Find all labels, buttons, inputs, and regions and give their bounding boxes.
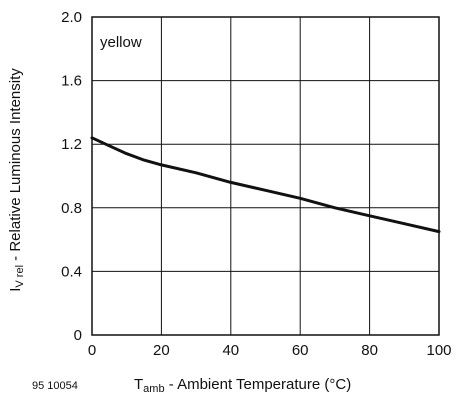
x-tick-label: 20 (153, 342, 170, 359)
y-tick-label: 1.6 (61, 73, 82, 90)
plot-frame (91, 16, 440, 336)
y-tick-label: 2.0 (61, 9, 82, 26)
x-tick-label: 0 (88, 342, 96, 359)
series-line (90, 136, 441, 234)
y-tick-label: 0.8 (61, 200, 82, 217)
x-tick-label: 40 (222, 342, 239, 359)
series-annotation: yellow (100, 34, 142, 51)
y-axis-subscript: V rel (14, 265, 26, 288)
figure-id: 95 10054 (32, 380, 78, 392)
x-tick-label: 80 (361, 342, 378, 359)
y-tick-label: 0 (74, 327, 82, 344)
x-axis-label: Tamb - Ambient Temperature (°C) (134, 376, 351, 395)
tick-labels: 0 20 40 60 80 100 0 0.4 0.8 1.2 1.6 2.0 (61, 9, 451, 359)
y-axis-symbol: I (7, 288, 24, 292)
series-group (90, 136, 441, 234)
x-tick-label: 60 (292, 342, 309, 359)
y-tick-label: 1.2 (61, 136, 82, 153)
x-axis-symbol: T (134, 376, 143, 393)
y-axis-label-text: - Relative Luminous Intensity (7, 68, 24, 265)
x-axis-label-text: - Ambient Temperature (°C) (165, 376, 352, 393)
x-axis-subscript: amb (143, 383, 164, 395)
x-tick-label: 100 (426, 342, 451, 359)
grid (92, 17, 439, 335)
y-tick-label: 0.4 (61, 263, 82, 280)
y-axis-label: IV rel - Relative Luminous Intensity (7, 68, 26, 292)
